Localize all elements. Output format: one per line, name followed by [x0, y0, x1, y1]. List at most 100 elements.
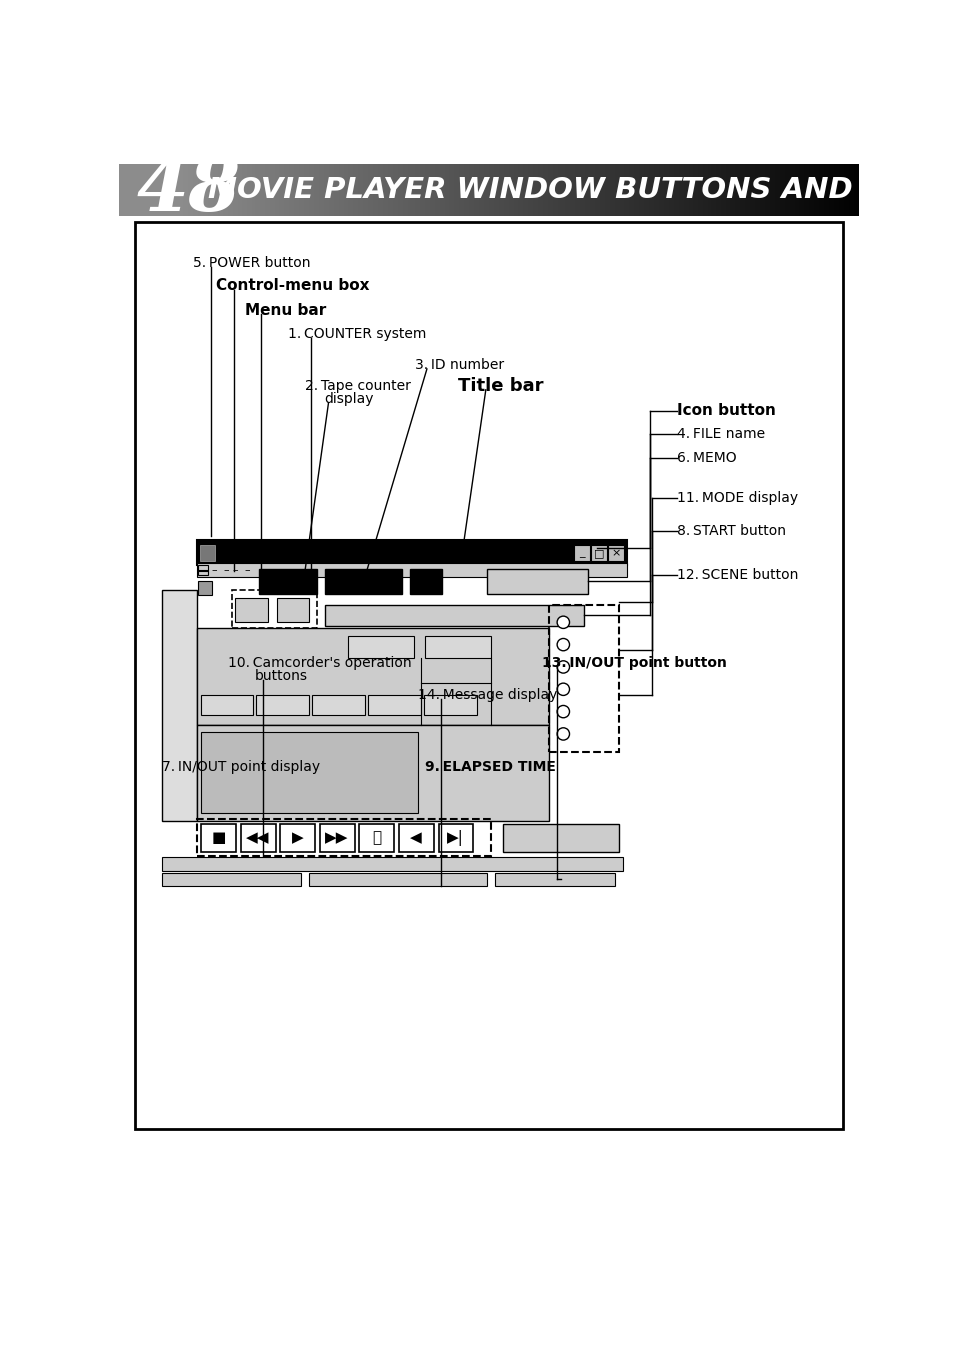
Bar — [234, 164, 238, 217]
Text: ■: ■ — [211, 831, 226, 846]
Text: 7. IN/OUT point display: 7. IN/OUT point display — [162, 760, 319, 774]
Bar — [732, 164, 736, 217]
Bar — [495, 873, 615, 886]
Bar — [306, 164, 310, 217]
Bar — [282, 164, 285, 217]
Bar — [280, 824, 315, 852]
Bar — [850, 164, 854, 217]
Bar — [511, 164, 514, 217]
Bar — [324, 604, 583, 626]
Bar — [200, 695, 253, 715]
Bar — [727, 164, 730, 217]
Bar — [152, 164, 154, 217]
Text: 6. MEMO: 6. MEMO — [677, 451, 736, 465]
Bar — [572, 164, 576, 217]
Bar — [823, 164, 826, 217]
Bar — [545, 164, 548, 217]
Bar — [368, 164, 371, 217]
Bar — [158, 164, 162, 217]
Bar — [438, 824, 473, 852]
Bar — [506, 164, 509, 217]
Bar — [803, 164, 807, 217]
Bar — [395, 164, 398, 217]
Bar — [355, 164, 358, 217]
Bar — [646, 164, 649, 217]
Bar — [547, 164, 551, 217]
Bar — [698, 164, 700, 217]
Bar — [536, 164, 538, 217]
Bar — [565, 164, 568, 217]
Bar — [429, 164, 433, 217]
Bar — [161, 164, 164, 217]
Bar — [496, 164, 499, 217]
Bar — [617, 164, 619, 217]
Bar — [196, 539, 626, 565]
Bar — [335, 164, 339, 217]
Bar — [668, 164, 671, 217]
Bar — [831, 164, 834, 217]
Bar — [417, 164, 420, 217]
Bar — [247, 164, 251, 217]
Text: ▶|: ▶| — [447, 829, 463, 846]
Bar — [842, 164, 846, 217]
Bar — [162, 589, 196, 821]
Text: 2. Tape counter: 2. Tape counter — [305, 379, 411, 393]
Bar — [700, 164, 703, 217]
Bar — [276, 164, 280, 217]
Text: ▶▶: ▶▶ — [325, 831, 349, 846]
Bar — [755, 164, 758, 217]
Bar — [296, 164, 299, 217]
Bar — [203, 164, 206, 217]
Bar — [503, 164, 506, 217]
Bar — [232, 589, 316, 629]
Bar — [656, 164, 659, 217]
Bar — [156, 164, 159, 217]
Bar — [533, 164, 536, 217]
Bar — [838, 164, 841, 217]
Bar — [781, 164, 784, 217]
Bar — [676, 164, 679, 217]
Text: Title bar: Title bar — [457, 377, 543, 394]
Bar — [435, 164, 437, 217]
Text: Icon button: Icon button — [677, 402, 776, 419]
Text: 5. POWER button: 5. POWER button — [193, 256, 310, 270]
Bar — [200, 164, 204, 217]
Bar — [133, 164, 137, 217]
Bar — [678, 164, 681, 217]
Bar — [276, 598, 309, 622]
Bar — [181, 164, 184, 217]
Bar — [230, 164, 233, 217]
Bar — [821, 164, 824, 217]
Bar — [559, 164, 563, 217]
Text: 9. ELAPSED TIME: 9. ELAPSED TIME — [425, 760, 556, 774]
Bar — [671, 164, 674, 217]
Bar — [162, 858, 622, 871]
Bar — [127, 164, 130, 217]
Bar — [648, 164, 652, 217]
Bar — [587, 164, 590, 217]
Text: 1. COUNTER system: 1. COUNTER system — [288, 328, 426, 341]
Bar — [380, 164, 383, 217]
Bar — [631, 164, 635, 217]
Bar — [589, 164, 593, 217]
Bar — [314, 164, 316, 217]
Text: ◀◀: ◀◀ — [246, 831, 270, 846]
Bar — [464, 164, 467, 217]
Text: 4. FILE name: 4. FILE name — [677, 427, 764, 440]
Bar — [122, 164, 125, 217]
Bar — [198, 164, 201, 217]
Bar — [665, 164, 669, 217]
Bar — [178, 164, 181, 217]
Bar — [233, 164, 235, 217]
Bar — [348, 635, 414, 657]
Bar — [289, 164, 293, 217]
Circle shape — [557, 661, 569, 673]
Bar — [582, 164, 585, 217]
Bar — [612, 164, 615, 217]
Bar — [705, 164, 708, 217]
Bar — [618, 164, 622, 217]
Bar — [707, 164, 711, 217]
Bar — [659, 164, 661, 217]
Bar — [390, 164, 394, 217]
Bar — [188, 164, 192, 217]
